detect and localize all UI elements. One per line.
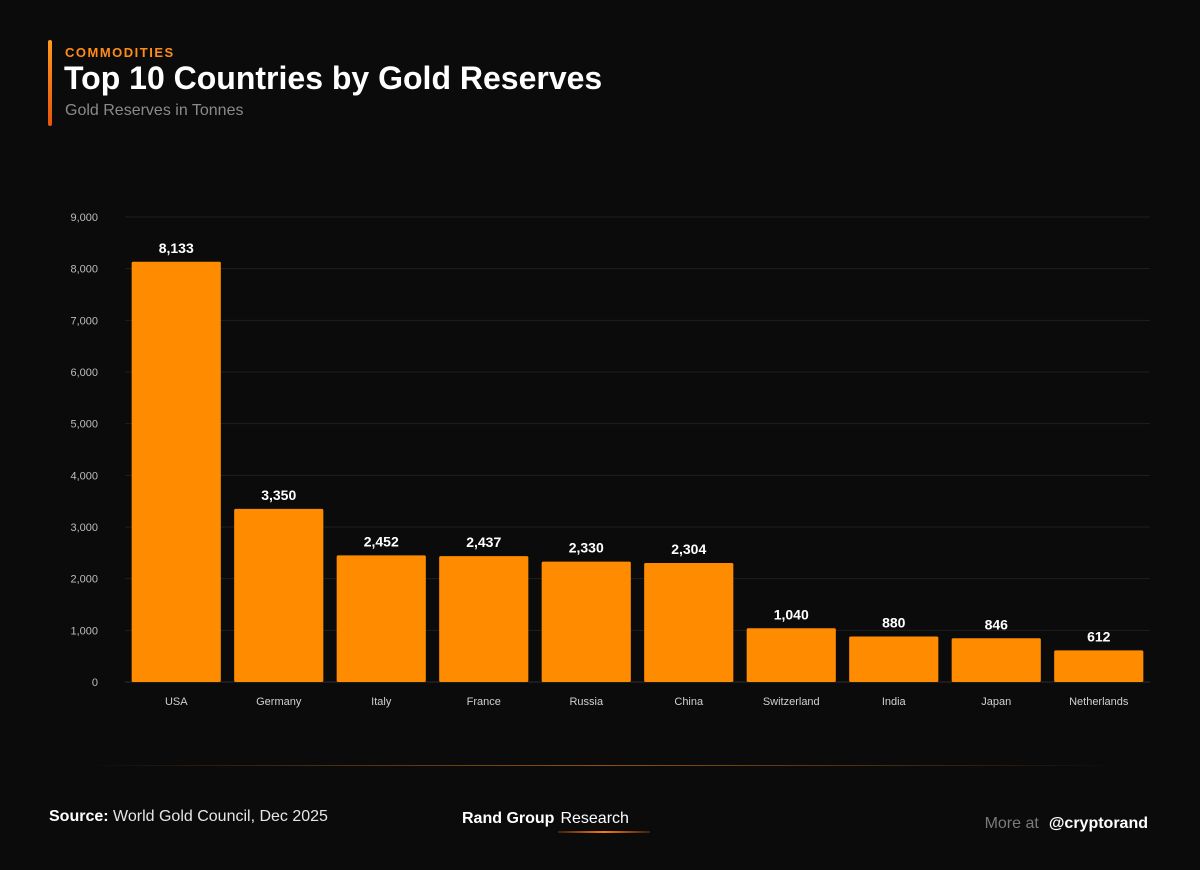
x-tick-label: USA xyxy=(165,696,188,708)
bar-italy xyxy=(336,555,426,682)
y-tick-label: 8,000 xyxy=(70,264,98,276)
bar-china xyxy=(644,562,734,682)
bar-france xyxy=(439,556,529,682)
value-label: 2,304 xyxy=(671,541,706,557)
y-tick-label: 1,000 xyxy=(70,625,98,637)
x-tick-label: Switzerland xyxy=(763,696,820,708)
y-tick-label: 6,000 xyxy=(70,367,98,379)
brand-sub: Research xyxy=(560,810,629,827)
x-tick-label: China xyxy=(674,696,704,708)
bar-chart: 0 1,000 2,000 3,000 4,000 5,000 6,000 7,000 8,00… xyxy=(70,212,1150,708)
x-tick-label: Russia xyxy=(569,696,604,708)
x-tick-label: India xyxy=(882,696,907,708)
title-accent-bar xyxy=(48,40,52,126)
x-tick-label: Germany xyxy=(256,696,302,708)
source-text: World Gold Council, Dec 2025 xyxy=(113,808,328,825)
y-tick-label: 4,000 xyxy=(70,470,98,482)
source-note: Source: World Gold Council, Dec 2025 xyxy=(49,808,328,826)
x-tick-label: France xyxy=(467,696,501,708)
value-labels: 8,133 3,350 2,452 2,437 2,330 2,304 1,040 880 84… xyxy=(159,240,1111,645)
more-label: More at xyxy=(984,815,1039,832)
bar-netherlands xyxy=(1054,650,1144,682)
source-label: Source: xyxy=(49,808,109,825)
y-tick-label: 7,000 xyxy=(70,315,98,327)
bar-russia xyxy=(541,561,631,682)
x-tick-label: Netherlands xyxy=(1069,696,1129,708)
y-tick-label: 0 xyxy=(92,677,98,689)
bar-japan xyxy=(951,638,1041,682)
y-tick-label: 5,000 xyxy=(70,419,98,431)
x-tick-label: Japan xyxy=(981,696,1011,708)
value-label: 3,350 xyxy=(261,487,296,503)
bar-switzerland xyxy=(746,628,836,682)
value-label: 1,040 xyxy=(774,606,809,622)
y-tick-label: 9,000 xyxy=(70,212,98,224)
bar-germany xyxy=(234,508,324,682)
y-tick-label: 3,000 xyxy=(70,522,98,534)
footer-divider xyxy=(80,765,1120,766)
value-label: 2,452 xyxy=(364,533,399,549)
bar-india xyxy=(849,636,939,682)
brand-name: Rand Group xyxy=(462,810,555,827)
category-kicker: COMMODITIES xyxy=(65,45,175,60)
more-at: More at @cryptorand xyxy=(985,815,1148,833)
social-handle-link[interactable]: @cryptorand xyxy=(1048,815,1148,832)
y-axis-ticks: 0 1,000 2,000 3,000 4,000 5,000 6,000 7,000 8,00… xyxy=(70,212,98,689)
x-tick-label: Italy xyxy=(371,696,392,708)
value-label: 880 xyxy=(882,615,906,631)
x-axis-ticks: USA Germany Italy France Russia China Switzerl… xyxy=(165,696,1129,708)
bar-usa xyxy=(131,261,221,682)
brand-underline xyxy=(558,831,650,833)
value-label: 2,330 xyxy=(569,540,604,556)
brand-logo: Rand Group Research xyxy=(462,810,629,828)
y-tick-label: 2,000 xyxy=(70,574,98,586)
bars xyxy=(131,261,1144,682)
value-label: 8,133 xyxy=(159,240,194,256)
value-label: 846 xyxy=(985,616,1009,632)
value-label: 612 xyxy=(1087,628,1111,644)
chart-title: Top 10 Countries by Gold Reserves xyxy=(64,60,603,96)
chart-subtitle: Gold Reserves in Tonnes xyxy=(65,102,244,119)
value-label: 2,437 xyxy=(466,534,501,550)
